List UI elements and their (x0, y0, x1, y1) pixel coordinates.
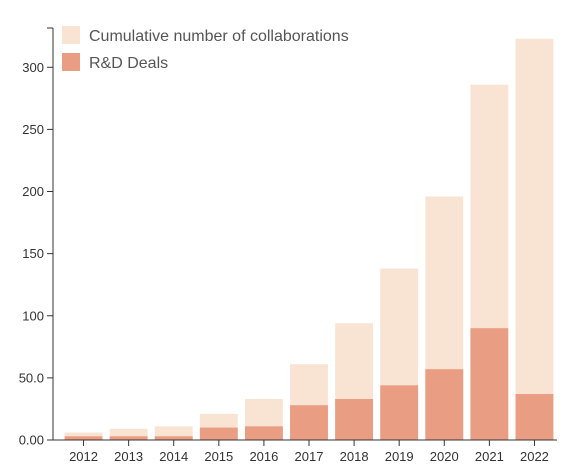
bar-cumulative-2012 (64, 432, 103, 440)
x-tick-label: 2016 (249, 449, 278, 464)
y-tick-label: 150 (22, 246, 44, 261)
legend-swatch-rd-deals (62, 53, 80, 71)
bar-rd-deals-2018 (335, 399, 374, 440)
bar-rd-deals-2012 (64, 436, 103, 440)
bar-rd-deals-2013 (109, 436, 148, 440)
y-tick-label: 250 (22, 122, 44, 137)
x-tick-label: 2018 (340, 449, 369, 464)
bar-rd-deals-2014 (154, 436, 193, 440)
y-tick-label: 100 (22, 308, 44, 323)
x-tick-label: 2015 (204, 449, 233, 464)
legend-swatch-cumulative (62, 26, 80, 44)
x-tick-label: 2019 (385, 449, 414, 464)
x-tick-label: 2020 (430, 449, 459, 464)
x-tick-label: 2012 (69, 449, 98, 464)
bar-rd-deals-2021 (470, 328, 509, 440)
x-axis: 2012 2013 2014 2015 2016 2017 2018 2019 2020 2021… (53, 439, 557, 464)
x-tick-label: 2013 (114, 449, 143, 464)
bar-rd-deals-2020 (425, 369, 464, 440)
legend: Cumulative number of collaborations R&D … (62, 26, 349, 72)
y-tick-label: 50.0 (19, 370, 44, 385)
bar-rd-deals-2022 (515, 394, 554, 440)
bar-rd-deals-2016 (244, 426, 283, 440)
bar-rd-deals-2019 (380, 385, 419, 440)
x-tick-label: 2021 (475, 449, 504, 464)
y-tick-label: 200 (22, 184, 44, 199)
y-tick-label: 300 (22, 60, 44, 75)
y-tick-label: 0.00 (19, 433, 44, 448)
x-tick-label: 2022 (520, 449, 549, 464)
rd-deals-bars (64, 328, 554, 440)
legend-label-rd-deals: R&D Deals (89, 55, 168, 72)
bar-cumulative-2013 (109, 428, 148, 440)
legend-label-cumulative: Cumulative number of collaborations (89, 28, 349, 45)
bar-cumulative-2022 (515, 38, 554, 441)
x-tick-label: 2014 (159, 449, 188, 464)
bar-rd-deals-2017 (290, 405, 328, 440)
y-axis: 0.00 50.0 100 150 200 250 300 (19, 27, 54, 448)
bar-rd-deals-2015 (199, 427, 238, 440)
x-tick-label: 2017 (295, 449, 324, 464)
